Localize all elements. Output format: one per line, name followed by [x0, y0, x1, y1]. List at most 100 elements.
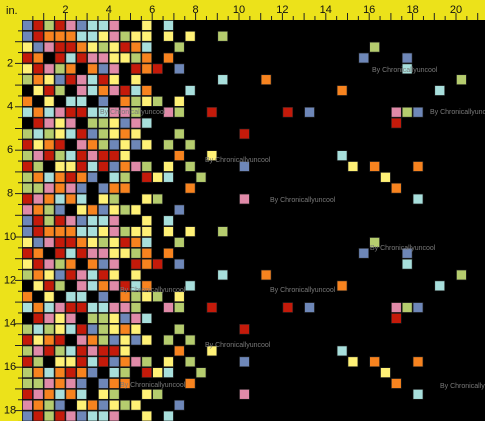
block [22, 172, 33, 183]
block [391, 107, 402, 118]
block [109, 280, 120, 292]
block [33, 52, 44, 64]
block [141, 367, 153, 378]
block [54, 172, 66, 183]
block [87, 74, 98, 85]
block [54, 182, 66, 194]
block [87, 117, 98, 129]
block [33, 20, 44, 31]
block [33, 63, 44, 75]
block [141, 52, 153, 64]
block [163, 52, 174, 64]
block [76, 85, 87, 96]
block [380, 172, 391, 183]
block [98, 345, 109, 357]
block [87, 302, 98, 313]
block [65, 117, 77, 129]
block [22, 204, 33, 216]
block [98, 248, 109, 259]
block [33, 248, 44, 259]
block [22, 182, 33, 194]
block [76, 410, 87, 421]
block [119, 204, 131, 216]
block [163, 302, 174, 313]
block [54, 269, 66, 281]
block [98, 193, 109, 205]
block [22, 302, 33, 313]
block [380, 367, 391, 378]
block [109, 258, 120, 270]
block [22, 63, 33, 75]
block [174, 107, 185, 118]
block [87, 226, 98, 237]
block [163, 334, 174, 346]
block [87, 204, 98, 216]
block [76, 20, 87, 31]
block [33, 117, 44, 129]
block [33, 204, 44, 216]
block [87, 345, 98, 357]
block [109, 52, 120, 64]
watermark: By Chronicallyuncool [430, 109, 485, 116]
block [76, 150, 87, 161]
block [98, 389, 109, 400]
block [98, 161, 109, 172]
block [43, 215, 55, 226]
block [43, 226, 55, 237]
block [109, 302, 120, 313]
block [109, 182, 120, 194]
block [33, 41, 44, 53]
block [98, 41, 109, 53]
block [119, 237, 131, 248]
block [109, 41, 120, 53]
block [43, 193, 55, 205]
block [22, 52, 33, 64]
pattern [22, 20, 467, 421]
block [65, 378, 77, 389]
block [152, 172, 163, 183]
block [76, 378, 87, 389]
block [217, 31, 228, 42]
block [65, 182, 77, 194]
block [206, 302, 218, 313]
block [174, 204, 185, 216]
block [119, 161, 131, 172]
block [130, 356, 142, 368]
block [130, 139, 142, 151]
block [43, 237, 55, 248]
block [174, 41, 185, 53]
block [130, 280, 142, 292]
block [87, 150, 98, 161]
block [43, 20, 55, 31]
watermark: By Chronicallyuncool [372, 67, 438, 74]
block [206, 345, 218, 357]
block [76, 389, 87, 400]
block [119, 345, 131, 357]
block [141, 356, 153, 368]
block [401, 63, 413, 75]
block [87, 356, 98, 368]
block [98, 269, 109, 281]
block [163, 367, 174, 378]
left-ruler-label: 2 [7, 57, 13, 69]
block [239, 128, 250, 140]
block [54, 226, 66, 237]
block [141, 41, 153, 53]
block [22, 107, 33, 118]
block [141, 161, 153, 172]
block [217, 74, 228, 85]
block [119, 334, 131, 346]
block [65, 345, 77, 357]
block [184, 85, 196, 96]
block [65, 367, 77, 378]
block [76, 31, 87, 42]
block [54, 248, 66, 259]
block [98, 378, 109, 389]
block [217, 269, 228, 281]
block [98, 226, 109, 237]
block [22, 389, 33, 400]
block [239, 323, 250, 335]
block [184, 356, 196, 368]
block [130, 269, 142, 281]
block [54, 193, 66, 205]
